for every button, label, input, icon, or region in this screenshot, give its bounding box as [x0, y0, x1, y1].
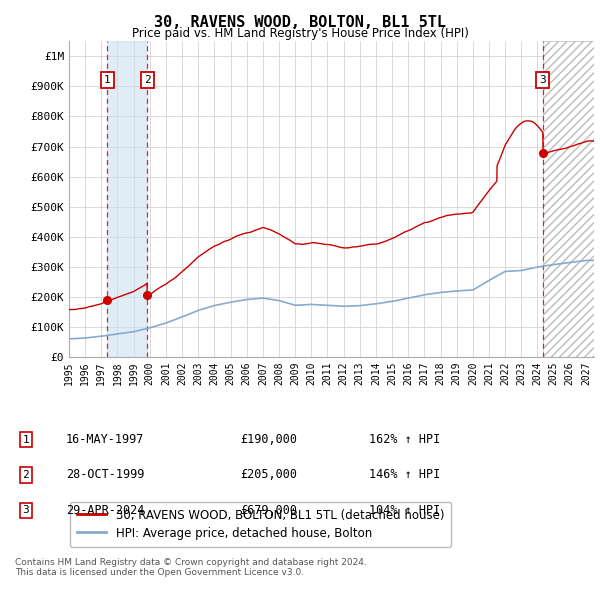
- Text: £205,000: £205,000: [240, 468, 297, 481]
- Text: 104% ↑ HPI: 104% ↑ HPI: [369, 504, 440, 517]
- Bar: [107, 41, 147, 357]
- Text: 30, RAVENS WOOD, BOLTON, BL1 5TL: 30, RAVENS WOOD, BOLTON, BL1 5TL: [154, 15, 446, 30]
- Text: 146% ↑ HPI: 146% ↑ HPI: [369, 468, 440, 481]
- Text: 29-APR-2024: 29-APR-2024: [66, 504, 145, 517]
- Bar: [543, 41, 594, 357]
- Text: 16-MAY-1997: 16-MAY-1997: [66, 433, 145, 446]
- Text: 2: 2: [143, 76, 151, 86]
- Text: 2: 2: [22, 470, 29, 480]
- Text: £679,000: £679,000: [240, 504, 297, 517]
- Text: £190,000: £190,000: [240, 433, 297, 446]
- Text: 1: 1: [104, 76, 110, 86]
- Text: 3: 3: [539, 76, 546, 86]
- Legend: 30, RAVENS WOOD, BOLTON, BL1 5TL (detached house), HPI: Average price, detached : 30, RAVENS WOOD, BOLTON, BL1 5TL (detach…: [70, 502, 451, 547]
- Text: Contains HM Land Registry data © Crown copyright and database right 2024.
This d: Contains HM Land Registry data © Crown c…: [15, 558, 367, 577]
- Text: Price paid vs. HM Land Registry's House Price Index (HPI): Price paid vs. HM Land Registry's House …: [131, 27, 469, 40]
- Text: 162% ↑ HPI: 162% ↑ HPI: [369, 433, 440, 446]
- Text: 3: 3: [22, 506, 29, 515]
- Text: 28-OCT-1999: 28-OCT-1999: [66, 468, 145, 481]
- Text: 1: 1: [22, 435, 29, 444]
